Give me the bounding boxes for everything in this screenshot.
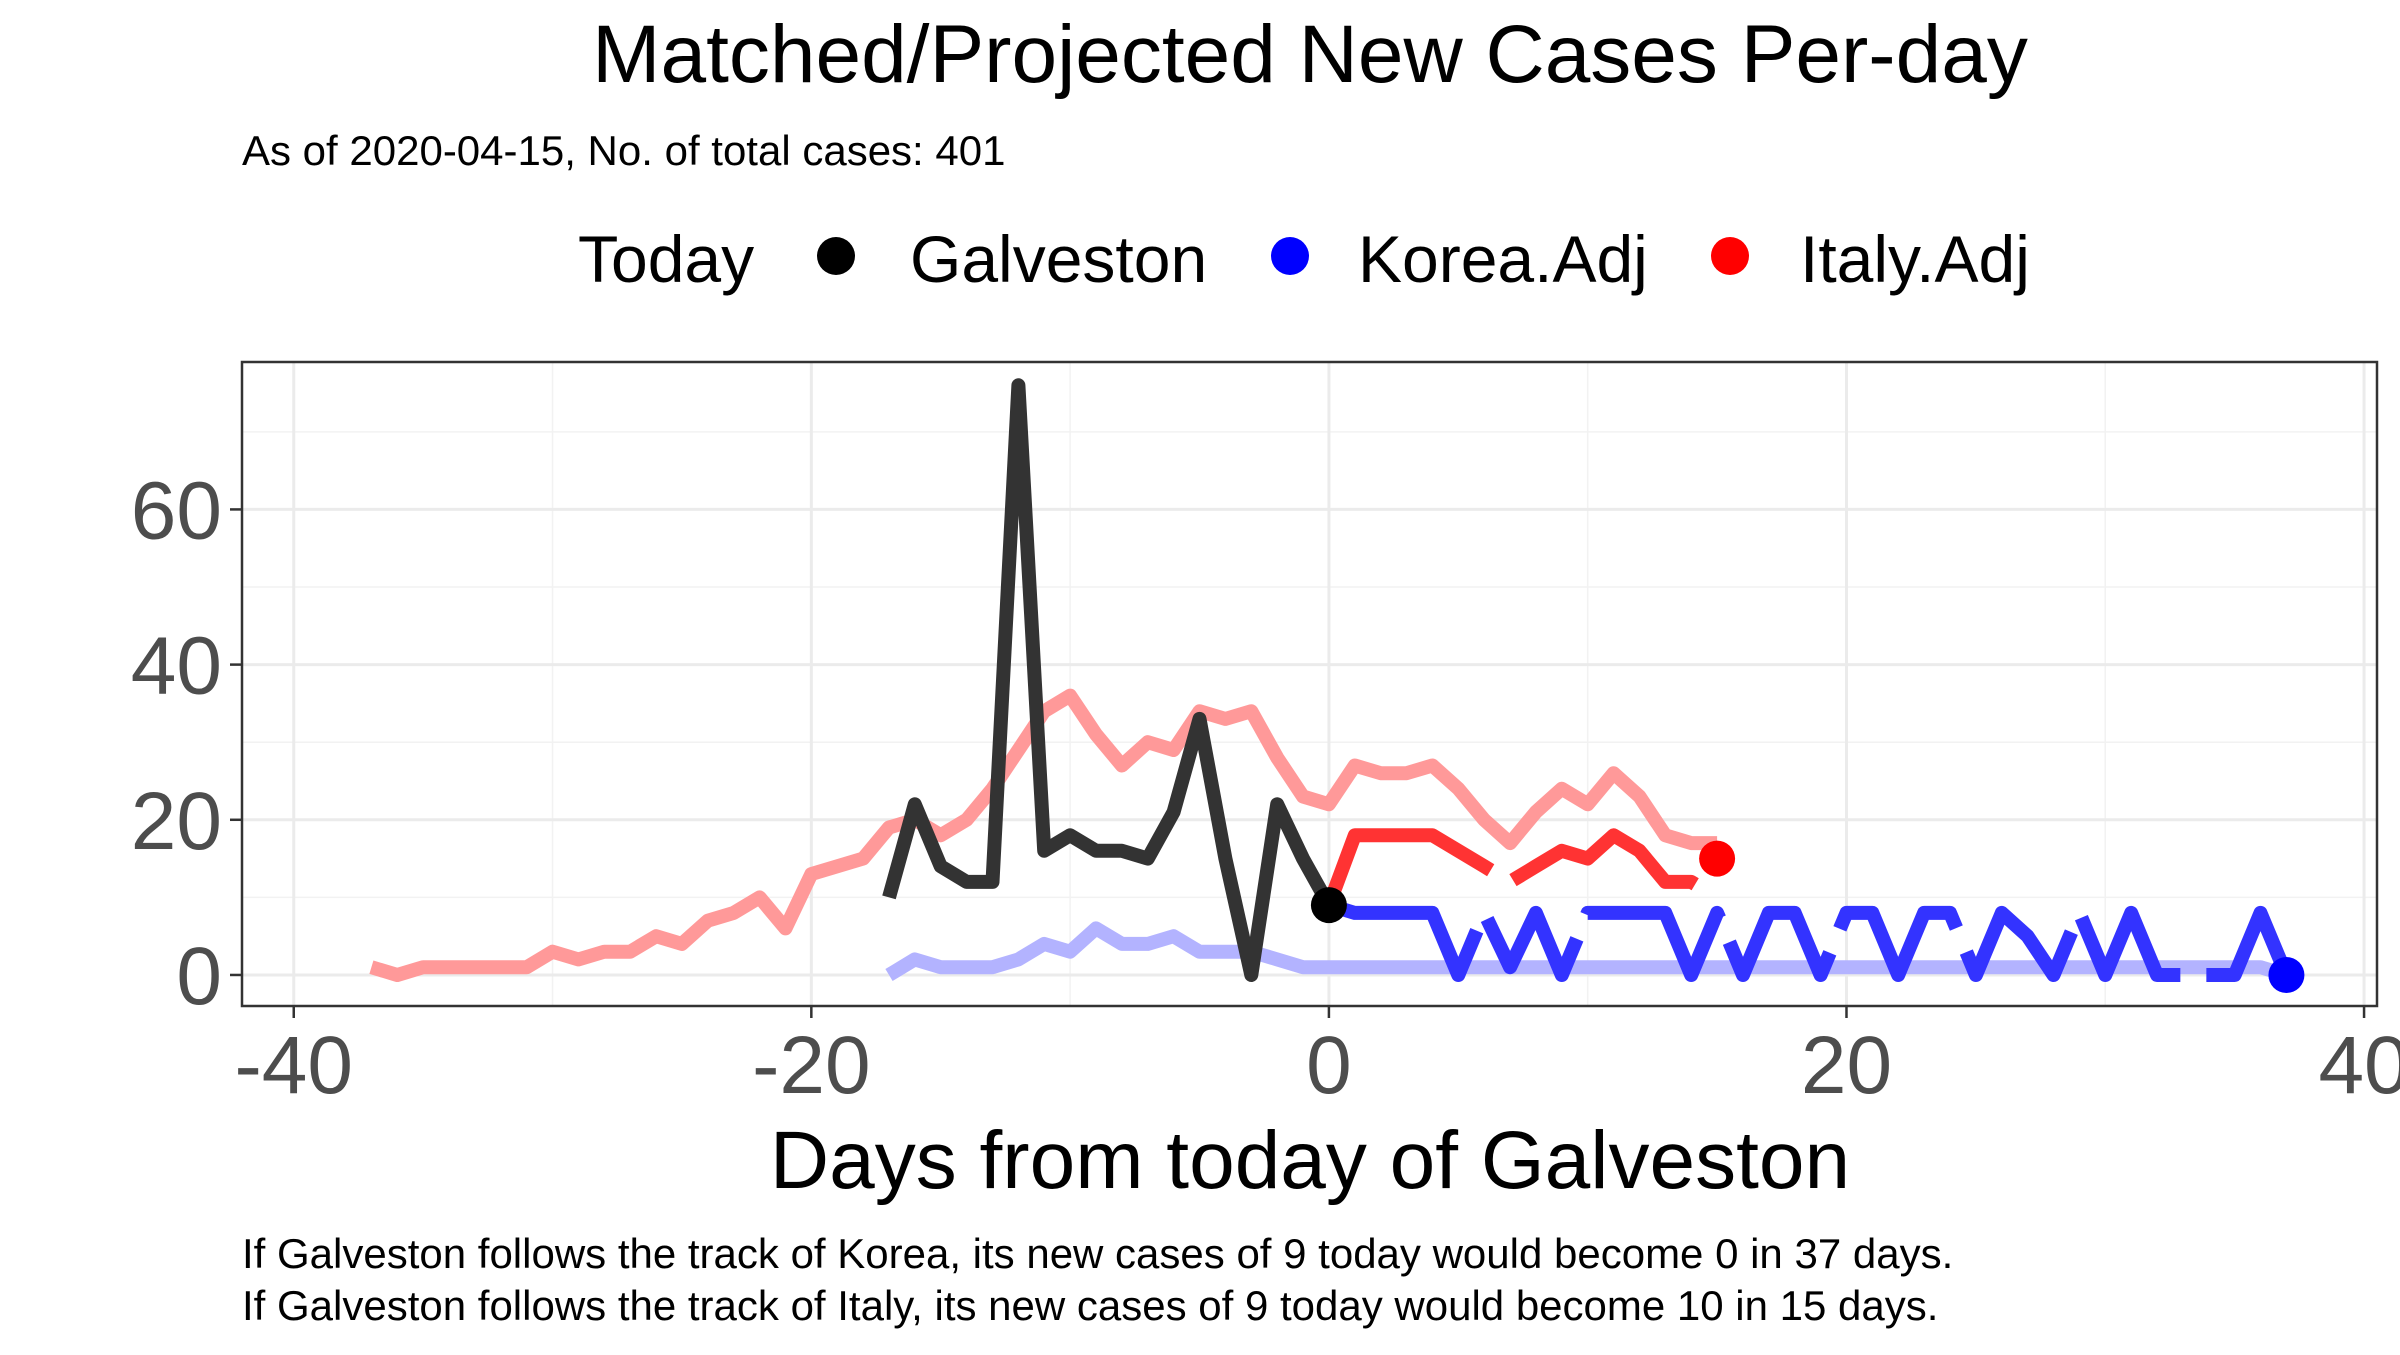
series-line-4 — [1326, 898, 2293, 982]
annotation-korea: If Galveston follows the track of Korea,… — [242, 1230, 1953, 1277]
legend-label-galveston: Galveston — [910, 222, 1207, 296]
x-tick-label: -20 — [752, 1020, 871, 1111]
chart-subtitle: As of 2020-04-15, No. of total cases: 40… — [242, 127, 1005, 174]
y-tick-label: 60 — [131, 465, 222, 556]
legend-marker-galveston — [817, 237, 855, 275]
legend-label-korea: Korea.Adj — [1358, 222, 1648, 296]
x-axis: -40 -20 0 20 40 — [234, 1006, 2400, 1111]
series-lines — [369, 378, 2293, 982]
marker-italy-adj — [1699, 840, 1736, 877]
series-line-3 — [1322, 828, 1721, 908]
chart-title: Matched/Projected New Cases Per-day — [592, 9, 2028, 100]
x-axis-label: Days from today of Galveston — [770, 1115, 1850, 1206]
marker-galveston — [1310, 887, 1347, 924]
series-line-2 — [882, 378, 1336, 982]
x-tick-label: -40 — [234, 1020, 353, 1111]
series-line-0 — [369, 688, 1718, 982]
series-markers — [1310, 840, 2305, 993]
legend-marker-korea — [1271, 237, 1309, 275]
legend-label-italy: Italy.Adj — [1800, 222, 2030, 296]
plot-background — [242, 362, 2377, 1006]
legend: Today Galveston Korea.Adj Italy.Adj — [578, 222, 2030, 296]
x-tick-label: 0 — [1306, 1020, 1352, 1111]
y-tick-label: 40 — [131, 621, 222, 712]
x-tick-label: 20 — [1801, 1020, 1892, 1111]
legend-title: Today — [578, 222, 754, 296]
plot-panel — [240, 360, 2379, 1008]
marker-korea-adj — [2268, 956, 2305, 993]
y-tick-label: 20 — [131, 776, 222, 867]
grid-lines — [242, 362, 2377, 1006]
y-axis: 0 20 40 60 — [131, 465, 242, 1022]
y-tick-label: 0 — [176, 931, 222, 1022]
annotation-italy: If Galveston follows the track of Italy,… — [242, 1282, 1938, 1329]
legend-marker-italy — [1711, 237, 1749, 275]
x-tick-label: 40 — [2318, 1020, 2400, 1111]
plot-border — [240, 360, 2379, 1008]
